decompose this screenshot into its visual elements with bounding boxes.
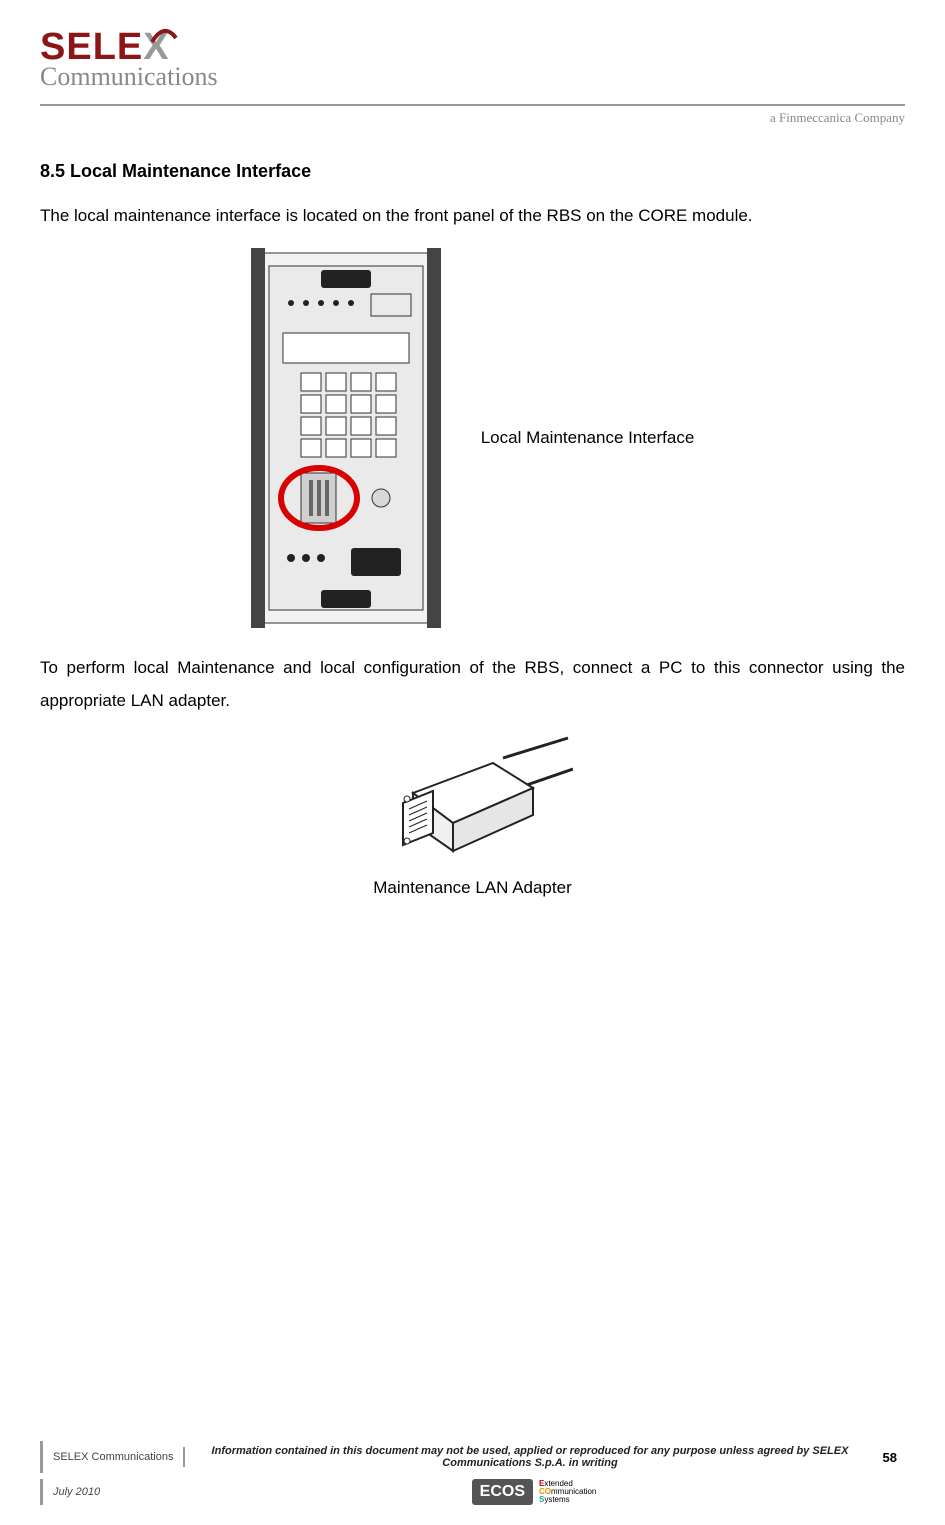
panel-callout: Local Maintenance Interface	[481, 428, 695, 448]
ecos-badge: ECOS	[472, 1479, 533, 1505]
footer-notice: Information contained in this document m…	[185, 1441, 874, 1473]
para-procedure: To perform local Maintenance and local c…	[40, 652, 905, 717]
rbs-panel-illustration	[251, 248, 441, 628]
tagline: a Finmeccanica Company	[40, 110, 905, 126]
page-header: SELEX Communications a Finmeccanica Comp…	[40, 30, 905, 161]
adapter-caption: Maintenance LAN Adapter	[40, 878, 905, 898]
figure-panel-row: Local Maintenance Interface	[40, 248, 905, 628]
ecos-logo: ECOS Extended COmmunication Systems	[163, 1479, 905, 1505]
footer-company: SELEX Communications	[43, 1447, 185, 1467]
brand-upper: SELE	[40, 26, 143, 68]
figure-adapter-block: Maintenance LAN Adapter	[40, 733, 905, 898]
brand-logo: SELEX Communications	[40, 30, 905, 92]
footer-page-number: 58	[875, 1450, 905, 1465]
logo-swoosh-icon	[150, 26, 178, 46]
footer-date: July 2010	[43, 1482, 163, 1502]
para-intro: The local maintenance interface is locat…	[40, 200, 905, 232]
lan-adapter-illustration	[373, 733, 573, 863]
ecos-expansion: Extended COmmunication Systems	[539, 1480, 596, 1504]
header-rule	[40, 104, 905, 106]
page-footer: SELEX Communications Information contain…	[40, 1441, 905, 1505]
brand-lower: Communications	[40, 62, 905, 92]
section-heading: 8.5 Local Maintenance Interface	[40, 161, 905, 182]
